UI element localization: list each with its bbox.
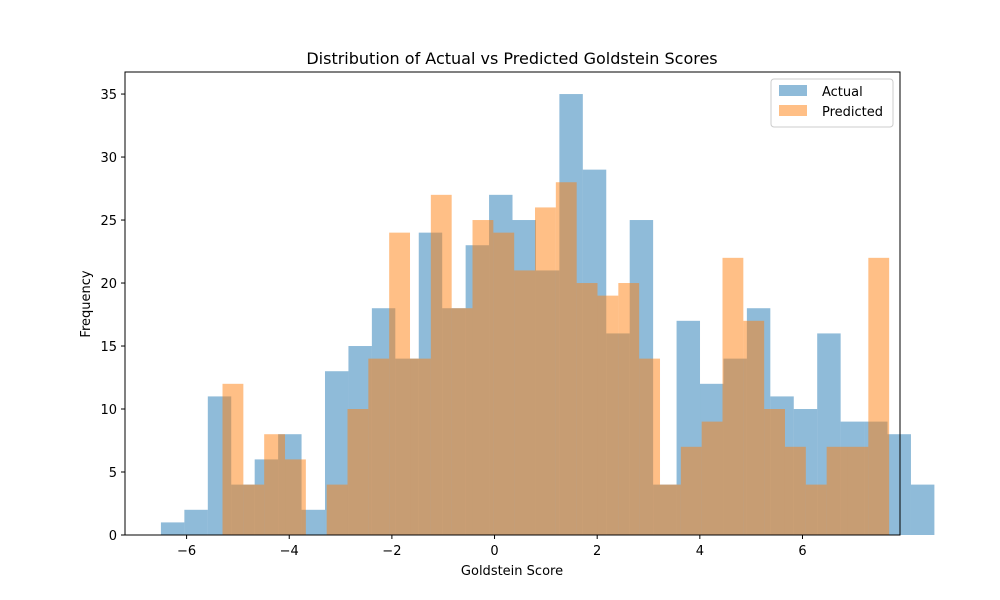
legend-label-actual: Actual: [822, 85, 863, 100]
legend-label-predicted: Predicted: [822, 105, 883, 120]
bar-actual-0: [160, 522, 185, 535]
bar-predicted-19: [618, 283, 640, 535]
bar-predicted-18: [597, 295, 619, 535]
y-tick-label: 25: [100, 214, 117, 229]
bar-predicted-22: [680, 446, 702, 535]
x-axis-label: Goldstein Score: [461, 564, 563, 579]
bar-actual-32: [910, 484, 935, 535]
bar-predicted-29: [826, 446, 848, 535]
chart-title: Distribution of Actual vs Predicted Gold…: [306, 49, 717, 68]
y-tick-label: 10: [100, 403, 117, 418]
bar-predicted-23: [701, 421, 723, 535]
bar-predicted-21: [660, 484, 681, 535]
y-axis-label: Frequency: [79, 270, 94, 337]
x-tick-label: 0: [490, 544, 498, 559]
bar-actual-31: [887, 434, 911, 535]
y-tick-label: 5: [109, 466, 117, 481]
bar-predicted-5: [326, 484, 348, 535]
bar-predicted-7: [368, 358, 390, 535]
bar-predicted-0: [222, 383, 244, 535]
bar-predicted-16: [555, 182, 577, 535]
y-tick-label: 35: [100, 88, 117, 103]
bar-predicted-15: [535, 207, 556, 536]
legend-swatch-predicted: [779, 105, 807, 116]
bar-predicted-20: [639, 358, 661, 535]
bar-predicted-25: [743, 320, 765, 535]
bar-predicted-28: [805, 484, 827, 535]
bar-predicted-30: [847, 446, 869, 535]
y-tick-label: 0: [109, 529, 117, 544]
bar-predicted-3: [285, 459, 306, 535]
x-tick-label: −2: [382, 544, 401, 559]
bar-predicted-11: [451, 308, 473, 535]
x-tick-label: 4: [696, 544, 704, 559]
y-ticks: 0 5 10 15 20 25 30 35: [100, 88, 125, 544]
x-ticks: −6 −4 −2 0 2 4 6: [177, 535, 807, 559]
x-tick-label: −4: [280, 544, 299, 559]
bar-predicted-2: [264, 434, 286, 535]
y-tick-label: 30: [100, 151, 117, 166]
bar-predicted-24: [722, 257, 744, 535]
bar-predicted-1: [243, 484, 265, 535]
bar-predicted-27: [784, 446, 806, 535]
x-tick-label: −6: [177, 544, 196, 559]
plot-frame: [124, 71, 901, 536]
bars-layer: [160, 94, 935, 536]
y-tick-label: 15: [100, 340, 117, 355]
bar-predicted-6: [347, 409, 369, 535]
bar-predicted-14: [514, 270, 536, 535]
bar-predicted-31: [868, 257, 890, 535]
bar-predicted-17: [576, 283, 598, 535]
bar-predicted-10: [430, 194, 452, 535]
bar-predicted-8: [389, 232, 411, 535]
legend: Actual Predicted: [770, 78, 894, 128]
bar-predicted-9: [410, 358, 431, 535]
y-tick-label: 20: [100, 277, 117, 292]
legend-swatch-actual: [779, 85, 807, 96]
bar-predicted-12: [472, 220, 494, 536]
x-tick-label: 6: [798, 544, 806, 559]
bar-actual-1: [184, 509, 208, 535]
x-tick-label: 2: [593, 544, 601, 559]
bar-predicted-26: [764, 409, 785, 535]
bar-predicted-13: [493, 232, 515, 535]
bar-actual-6: [301, 509, 325, 535]
